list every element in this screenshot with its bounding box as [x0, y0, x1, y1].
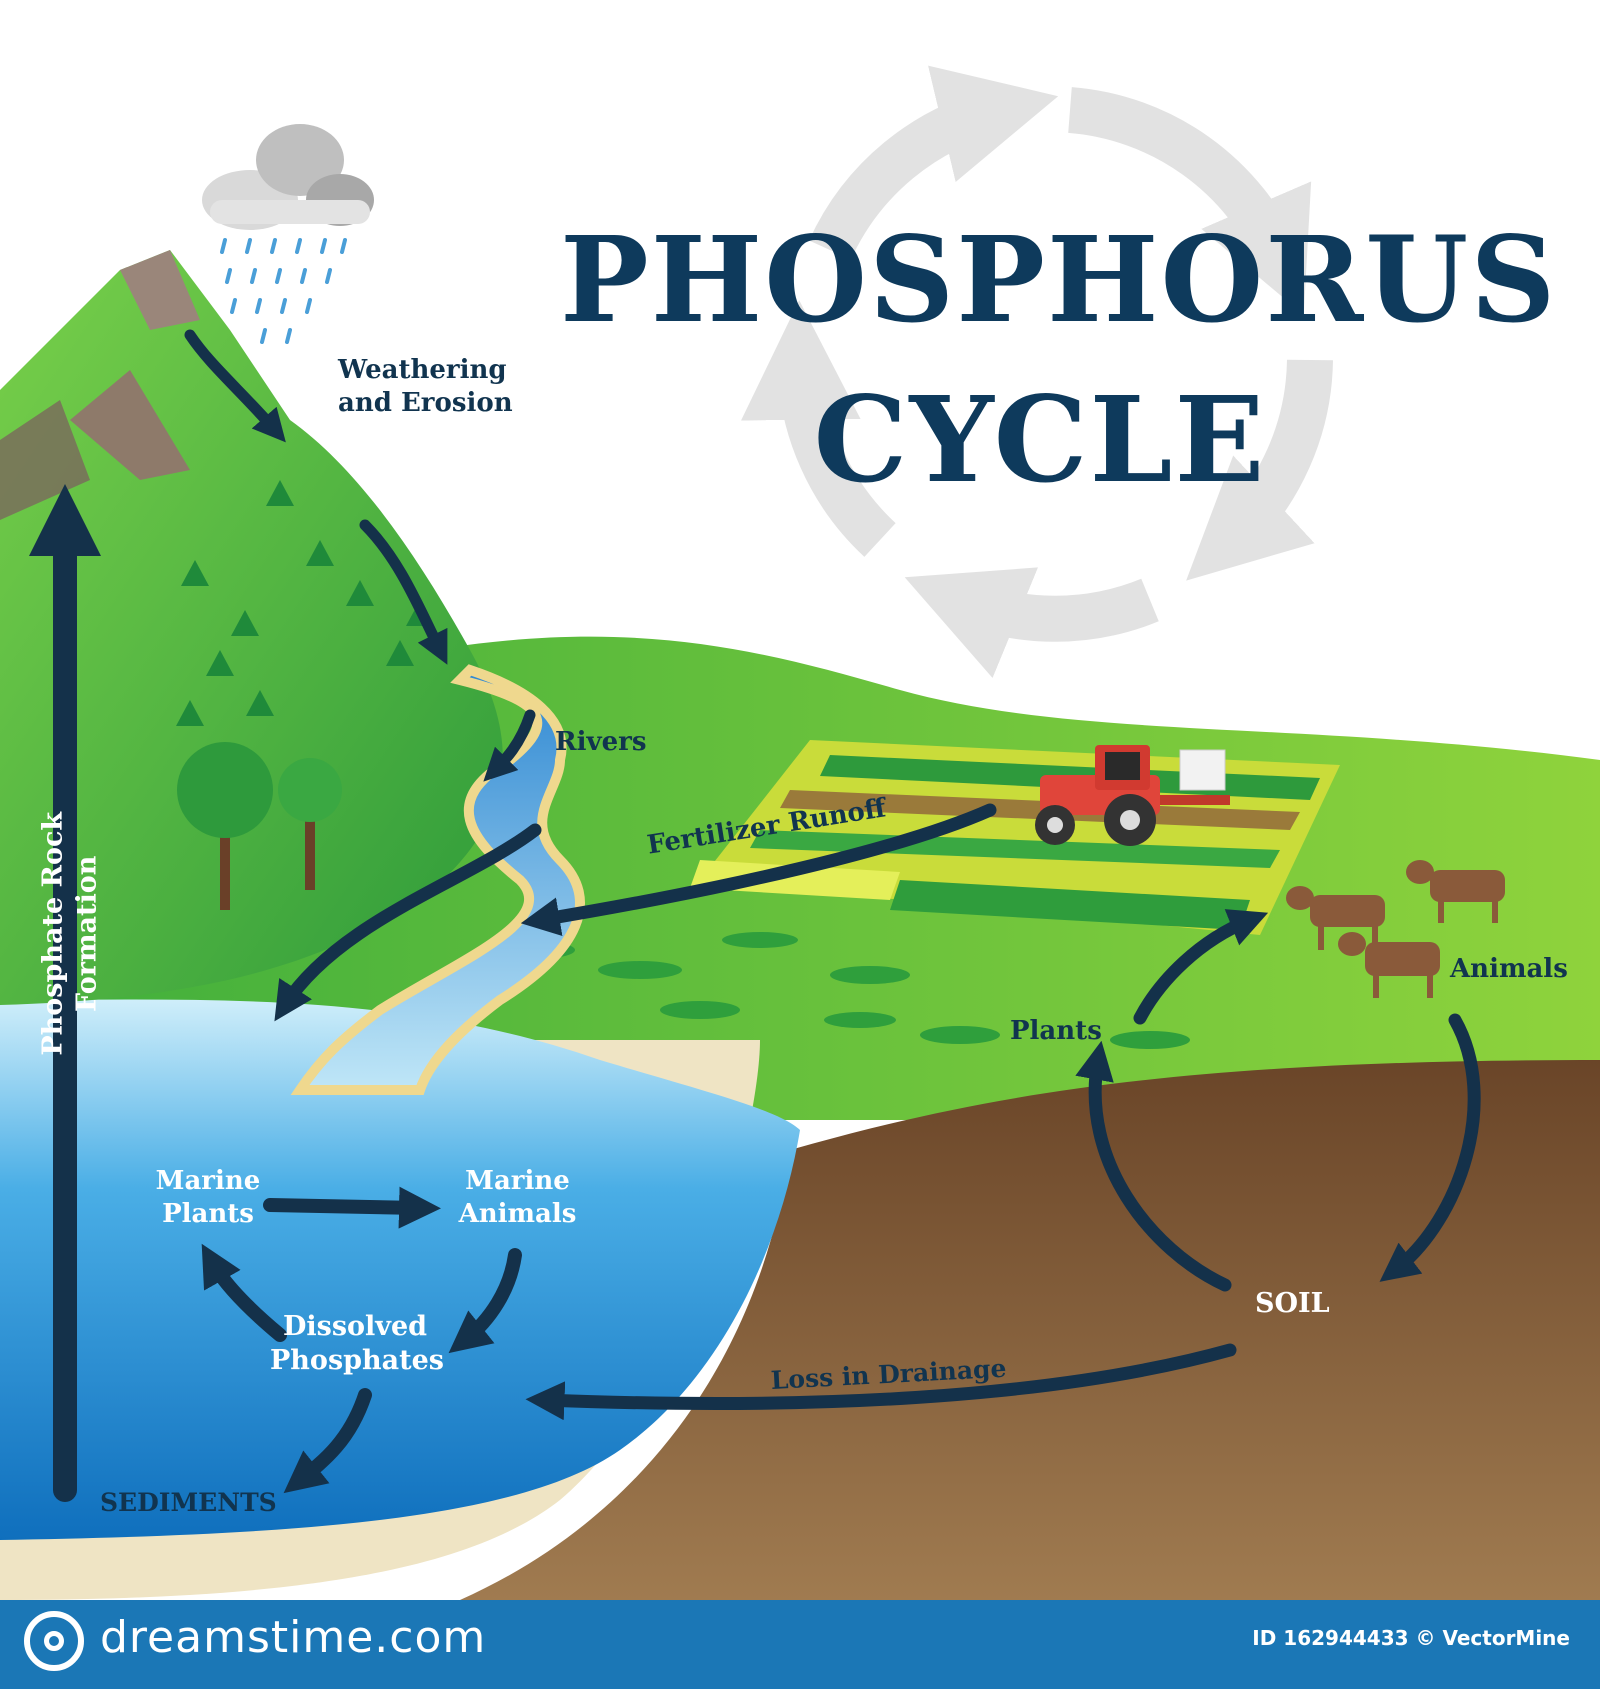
arrow-dissolved-to-plants [201, 1243, 287, 1342]
arrow-loss-in-drainage [525, 1343, 1237, 1421]
label-weathering-and-erosion: Weathering and Erosion [338, 355, 513, 418]
arrow-dissolved-to-sediments [283, 1388, 372, 1494]
arrow-animals-to-dissolved [448, 1248, 522, 1354]
label-marine-plants: Marine Plants [155, 1166, 261, 1229]
title-line-2: CYCLE [813, 370, 1267, 509]
arrow-rivers [483, 709, 536, 782]
cycle-arrows-icon [741, 65, 1333, 679]
arrow-soil-to-plants [1075, 1040, 1232, 1292]
cow-icon [1286, 860, 1505, 998]
label-soil: SOIL [1255, 1288, 1330, 1319]
arrow-marine-plants-to-animals [263, 1186, 441, 1229]
arrow-fertilizer-runoff [520, 803, 997, 937]
arrow-plants-to-animals [1133, 909, 1269, 1025]
footer-bar [0, 1600, 1600, 1689]
arrow-animals-to-soil [1379, 1013, 1481, 1282]
label-dissolved-phosphates: Dissolved Phosphates [270, 1311, 444, 1376]
arrow-river-to-sea [274, 823, 542, 1022]
arrow-erosion-slope [359, 519, 448, 665]
label-plants: Plants [1010, 1016, 1102, 1046]
tractor-icon [1035, 745, 1230, 846]
label-rivers: Rivers [555, 727, 647, 757]
soil-ground [460, 1060, 1600, 1600]
label-marine-animals: Marine Animals [458, 1166, 577, 1229]
footer-brand: dreamstime.com [100, 1612, 487, 1663]
process-arrows [29, 329, 1481, 1502]
footer-credit: ID 162944433 © VectorMine [1252, 1626, 1570, 1650]
dreamstime-logo-icon [24, 1611, 84, 1671]
title-line-1: PHOSPHORUS [560, 210, 1558, 349]
label-sediments: SEDIMENTS [100, 1488, 277, 1517]
label-phosphate-rock-formation: Phosphate Rock Formation [37, 811, 102, 1056]
arrow-weathering [184, 329, 286, 443]
cloud-icon [202, 124, 374, 230]
rain-icon [220, 238, 347, 344]
label-animals: Animals [1450, 954, 1568, 984]
